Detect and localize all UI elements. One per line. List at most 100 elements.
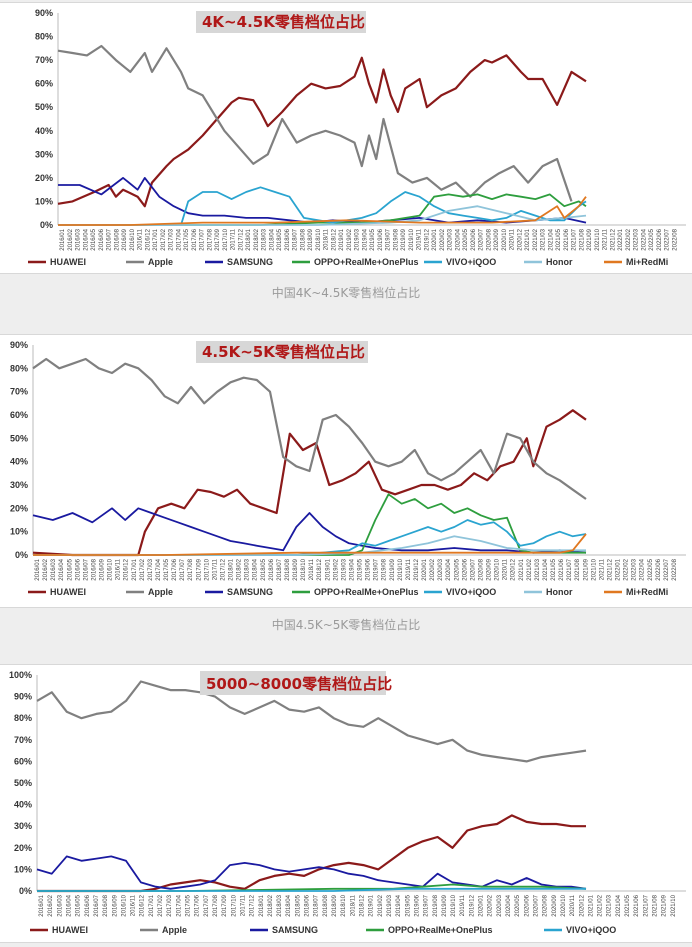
x-tick-label: 2019/12 (469, 894, 475, 916)
y-tick-label: 80% (35, 32, 53, 42)
x-tick-label: 2016/09 (122, 228, 128, 250)
x-tick-label: 2016/10 (108, 558, 114, 580)
chart-panel-2: 0% 10% 20% 30% 40% 50% 60% 70% 80% 90% 2016/01 2016… (0, 334, 692, 608)
x-tick-label: 2016/01 (60, 228, 66, 250)
y-tick-label: 0% (19, 886, 32, 896)
x-tick-label: 2019/06 (378, 228, 384, 250)
x-tick-label: 2020/11 (510, 228, 516, 250)
x-tick-label: 2019/11 (417, 228, 423, 250)
x-tick-label: 2017/08 (213, 894, 219, 916)
x-tick-label: 2016/09 (100, 558, 106, 580)
series-line-vivo-iqoo (37, 887, 586, 892)
x-tick-label: 2020/12 (579, 894, 585, 916)
x-tick-label: 2019/01 (339, 228, 345, 250)
x-tick-label: 2020/01 (432, 228, 438, 250)
x-tick-label: 2021/06 (559, 558, 565, 580)
x-tick-label: 2020/09 (487, 558, 493, 580)
x-tick-label: 2021/10 (671, 894, 677, 916)
chart-legend: HUAWEI Apple SAMSUNG OPPO+RealMe+OnePlus VIV… (28, 257, 668, 267)
x-tick-label: 2021/02 (598, 894, 604, 916)
x-tick-label: 2020/01 (479, 894, 485, 916)
x-tick-label: 2019/08 (393, 228, 399, 250)
y-tick-label: 70% (35, 55, 53, 65)
x-tick-label: 2018/01 (259, 894, 265, 916)
x-tick-label: 2017/05 (186, 894, 192, 916)
x-tick-label: 2017/01 (149, 894, 155, 916)
x-tick-label: 2018/02 (268, 894, 274, 916)
x-tick-label: 2019/04 (349, 558, 355, 580)
x-tick-label: 2022/07 (665, 228, 671, 250)
line-chart-1: 0%10%20%30%40%50%60%70%80%90%2016/01 2016… (28, 8, 686, 267)
series-line-huawei (57, 54, 587, 208)
x-tick-label: 2022/01 (616, 558, 622, 580)
x-tick-label: 2021/11 (603, 228, 609, 250)
legend-label: Mi+RedMi (626, 587, 668, 597)
x-tick-label: 2018/03 (277, 894, 283, 916)
x-tick-label: 2016/02 (43, 558, 49, 580)
chart-caption-2: 中国4.5K~5K零售档位占比 (271, 618, 421, 632)
x-tick-label: 2018/05 (277, 228, 283, 250)
x-tick-label: 2020/10 (495, 558, 501, 580)
x-tick-label: 2018/09 (308, 228, 314, 250)
x-tick-label: 2020/02 (488, 894, 494, 916)
x-tick-label: 2021/02 (533, 228, 539, 250)
y-tick-label: 20% (10, 503, 28, 513)
chart-panel-3: 0% 10% 20% 30% 40% 50% 60% 70% 80% 90% 100% 2016/01… (0, 664, 692, 943)
chart-title-box (196, 341, 368, 363)
legend-label: OPPO+RealMe+OnePlus (314, 587, 419, 597)
x-tick-label: 2018/03 (262, 228, 268, 250)
x-tick-label: 2020/08 (543, 894, 549, 916)
x-tick-label: 2021/03 (541, 228, 547, 250)
x-tick-label: 2019/04 (396, 894, 402, 916)
x-tick-label: 2016/02 (48, 894, 54, 916)
chart-title: 4K~4.5K零售档位占比 (202, 13, 365, 31)
chart-title: 4.5K~5K零售档位占比 (202, 343, 365, 361)
x-tick-label: 2020/07 (479, 228, 485, 250)
x-tick-label: 2018/12 (331, 228, 337, 250)
x-tick-label: 2016/09 (112, 894, 118, 916)
x-tick-label: 2016/06 (85, 894, 91, 916)
series-line-honor (33, 535, 586, 556)
series-line-vivo-iqoo (58, 186, 587, 226)
y-tick-label: 90% (14, 692, 32, 702)
x-tick-label: 2020/03 (497, 894, 503, 916)
x-tick-label: 2020/04 (446, 558, 452, 580)
x-tick-label: 2016/05 (91, 228, 97, 250)
y-tick-label: 40% (14, 800, 32, 810)
x-tick-label: 2017/01 (153, 228, 159, 250)
x-tick-label: 2018/07 (277, 558, 283, 580)
x-tick-label: 2018/09 (293, 558, 299, 580)
series-line-oppo-realme-oneplus (37, 883, 587, 892)
x-tick-label: 2020/08 (478, 558, 484, 580)
x-tick-label: 2016/03 (76, 228, 82, 250)
x-tick-label: 2016/10 (121, 894, 127, 916)
x-tick-label: 2018/12 (360, 894, 366, 916)
x-tick-label: 2021/09 (662, 894, 668, 916)
x-tick-label: 2021/05 (551, 558, 557, 580)
x-tick-label: 2019/12 (414, 558, 420, 580)
x-tick-label: 2018/10 (301, 558, 307, 580)
x-tick-label: 2017/07 (204, 894, 210, 916)
y-tick-label: 0% (15, 550, 28, 560)
x-tick-label: 2019/06 (414, 894, 420, 916)
series-line-samsung (32, 507, 587, 554)
x-tick-label: 2018/05 (261, 558, 267, 580)
x-tick-label: 2020/12 (517, 228, 523, 250)
x-tick-label: 2018/11 (324, 228, 330, 250)
axes (32, 345, 686, 556)
x-tick-label: 2017/09 (196, 558, 202, 580)
x-tick-label: 2018/09 (332, 894, 338, 916)
axes (36, 675, 686, 892)
x-tick-label: 2018/07 (293, 228, 299, 250)
x-tick-label: 2017/11 (212, 558, 218, 580)
x-tick-label: 2016/11 (131, 894, 137, 916)
x-tick-label: 2022/04 (641, 228, 647, 250)
x-tick-label: 2016/06 (75, 558, 81, 580)
x-tick-label: 2020/05 (454, 558, 460, 580)
x-tick-label: 2021/04 (616, 894, 622, 916)
legend-label: Apple (162, 925, 187, 935)
y-tick-label: 30% (35, 149, 53, 159)
legend-label: VIVO+iQOO (446, 257, 496, 267)
y-tick-label: 60% (10, 410, 28, 420)
x-tick-label: 2019/09 (390, 558, 396, 580)
